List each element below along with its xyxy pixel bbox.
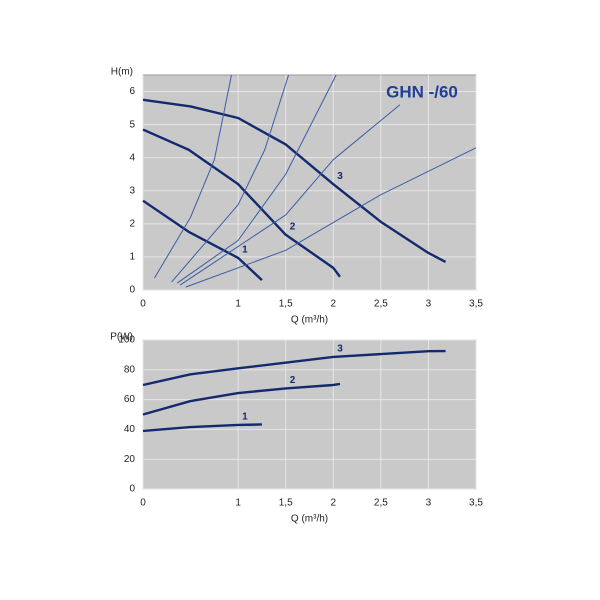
x-tick-label: 2,5 — [374, 299, 388, 310]
plot-area — [142, 339, 477, 490]
curve — [142, 423, 262, 433]
curve — [142, 349, 446, 387]
y-axis-label: P(W) — [110, 332, 133, 343]
x-tick-label: 3,5 — [469, 498, 483, 509]
y-tick-label: 20 — [124, 454, 136, 465]
y-tick-label: 2 — [129, 218, 135, 229]
x-tick-label: 2,5 — [374, 498, 388, 509]
x-tick-label: 1 — [235, 299, 241, 310]
y-tick-label: 80 — [124, 364, 136, 375]
x-tick-label: 3 — [426, 498, 432, 509]
y-tick-label: 100 — [118, 335, 135, 346]
plot-area — [142, 74, 477, 291]
x-axis-label: Q (m³/h) — [291, 514, 328, 525]
curve — [142, 128, 341, 278]
curve — [142, 382, 341, 416]
x-tick-label: 2 — [331, 498, 337, 509]
y-tick-label: 40 — [124, 424, 136, 435]
y-tick-label: 4 — [129, 152, 135, 163]
system-curve — [185, 147, 477, 288]
system-curve — [171, 74, 290, 283]
curve-label: 1 — [242, 245, 248, 256]
x-tick-label: 1 — [235, 498, 241, 509]
chart-title: GHN -/60 — [386, 82, 458, 101]
system-curve — [176, 74, 337, 284]
system-curve — [153, 74, 232, 279]
x-tick-label: 0 — [140, 498, 146, 509]
x-tick-label: 0 — [140, 299, 146, 310]
curve-label: 3 — [337, 344, 343, 355]
curve-label: 1 — [242, 412, 248, 423]
x-tick-label: 1,5 — [279, 299, 293, 310]
curve-label: 2 — [290, 375, 296, 386]
curve-label: 2 — [290, 221, 296, 232]
y-tick-label: 3 — [129, 185, 135, 196]
x-tick-label: 1,5 — [279, 498, 293, 509]
curve — [142, 98, 447, 263]
y-tick-label: 0 — [129, 285, 135, 296]
x-axis-label: Q (m³/h) — [291, 315, 328, 326]
y-tick-label: 1 — [129, 252, 135, 263]
system-curve — [179, 104, 401, 286]
y-tick-label: 5 — [129, 119, 135, 130]
y-axis-label: H(m) — [111, 67, 133, 78]
x-tick-label: 3,5 — [469, 299, 483, 310]
curve-label: 3 — [337, 171, 343, 182]
curve — [142, 199, 263, 281]
x-tick-label: 3 — [426, 299, 432, 310]
x-tick-label: 2 — [331, 299, 337, 310]
y-tick-label: 60 — [124, 394, 136, 405]
y-tick-label: 0 — [129, 484, 135, 495]
y-tick-label: 6 — [129, 86, 135, 97]
